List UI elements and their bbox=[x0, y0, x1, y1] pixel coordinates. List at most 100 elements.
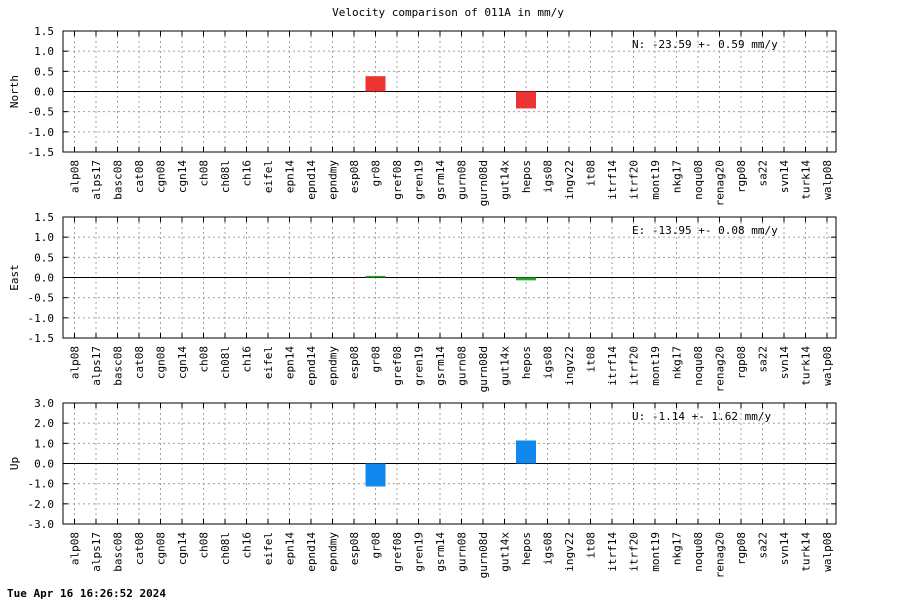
x-tick-label: gsrm14 bbox=[434, 160, 447, 200]
x-tick-label: ch16 bbox=[241, 532, 254, 559]
x-tick-label: itrf14 bbox=[606, 346, 619, 386]
x-tick-label: noqu08 bbox=[692, 160, 705, 200]
x-tick-label: cgn08 bbox=[155, 346, 168, 379]
y-tick-label: 0.5 bbox=[34, 65, 54, 78]
y-tick-label: 1.0 bbox=[34, 437, 54, 450]
x-tick-label: esp08 bbox=[348, 532, 361, 565]
velocity-annotation: U: -1.14 +- 1.62 mm/y bbox=[632, 410, 771, 423]
x-tick-label: basc08 bbox=[112, 346, 125, 386]
x-tick-label: cgn08 bbox=[155, 532, 168, 565]
x-tick-label: alp08 bbox=[69, 160, 82, 193]
x-tick-label: gr08 bbox=[370, 532, 383, 559]
velocity-annotation: E: -13.95 +- 0.08 mm/y bbox=[632, 224, 778, 237]
x-tick-label: noqu08 bbox=[692, 532, 705, 572]
x-tick-label: cat08 bbox=[133, 346, 146, 379]
bar-gr08 bbox=[365, 275, 386, 278]
x-tick-label: eifel bbox=[262, 532, 275, 565]
y-axis-label: North bbox=[8, 75, 21, 108]
y-tick-label: 0.0 bbox=[34, 86, 54, 99]
x-tick-label: hepos bbox=[520, 346, 533, 379]
x-tick-label: ch16 bbox=[241, 160, 254, 187]
y-tick-label: 1.5 bbox=[34, 25, 54, 38]
x-tick-label: igs08 bbox=[542, 160, 555, 193]
x-tick-label: itrf20 bbox=[628, 532, 641, 572]
x-tick-label: gref08 bbox=[391, 532, 404, 572]
y-tick-label: 1.5 bbox=[34, 211, 54, 224]
x-tick-label: gurn08d bbox=[477, 532, 490, 578]
x-tick-label: ingv22 bbox=[563, 532, 576, 572]
x-tick-label: walp08 bbox=[821, 346, 834, 386]
x-tick-label: ch08l bbox=[219, 160, 232, 193]
x-tick-label: rgp08 bbox=[735, 346, 748, 379]
x-tick-label: hepos bbox=[520, 532, 533, 565]
x-tick-label: igs08 bbox=[542, 346, 555, 379]
x-tick-label: ch08 bbox=[198, 532, 211, 559]
x-tick-label: gren19 bbox=[413, 160, 426, 200]
y-tick-label: -0.5 bbox=[28, 292, 55, 305]
x-tick-label: gurn08 bbox=[456, 346, 469, 386]
x-tick-label: sa22 bbox=[757, 532, 770, 559]
x-tick-label: renag20 bbox=[714, 346, 727, 392]
x-tick-label: gref08 bbox=[391, 160, 404, 200]
bar-hepos bbox=[516, 91, 536, 109]
x-tick-label: ingv22 bbox=[563, 160, 576, 200]
x-tick-label: gurn08 bbox=[456, 160, 469, 200]
x-tick-label: svn14 bbox=[778, 160, 791, 193]
x-tick-label: ch08l bbox=[219, 532, 232, 565]
x-tick-label: itrf20 bbox=[628, 160, 641, 200]
x-tick-label: it08 bbox=[585, 346, 598, 373]
x-tick-label: mont19 bbox=[649, 532, 662, 572]
x-tick-label: gsrm14 bbox=[434, 346, 447, 386]
y-tick-label: -1.5 bbox=[28, 332, 55, 345]
x-tick-label: mont19 bbox=[649, 160, 662, 200]
x-tick-label: gurn08 bbox=[456, 532, 469, 572]
x-tick-label: alp08 bbox=[69, 346, 82, 379]
x-tick-label: epndmy bbox=[327, 532, 340, 572]
y-tick-label: -1.0 bbox=[28, 312, 55, 325]
y-tick-label: 1.0 bbox=[34, 231, 54, 244]
x-tick-label: gren19 bbox=[413, 346, 426, 386]
x-tick-label: sa22 bbox=[757, 346, 770, 373]
x-tick-label: esp08 bbox=[348, 346, 361, 379]
x-tick-label: ch08l bbox=[219, 346, 232, 379]
x-tick-label: esp08 bbox=[348, 160, 361, 193]
x-tick-label: cgn08 bbox=[155, 160, 168, 193]
x-tick-label: epn14 bbox=[284, 160, 297, 193]
bar-gr08 bbox=[365, 463, 386, 487]
y-tick-label: -3.0 bbox=[28, 518, 55, 531]
x-tick-label: noqu08 bbox=[692, 346, 705, 386]
x-tick-label: it08 bbox=[585, 532, 598, 559]
y-tick-label: 1.0 bbox=[34, 45, 54, 58]
panel-north: -1.5 -1.0 -0.5 0.0 0.5 1.0 1.5 alp08 alps17 basc0… bbox=[8, 25, 837, 206]
x-tick-label: nkg17 bbox=[671, 160, 684, 193]
x-tick-label: epn14 bbox=[284, 346, 297, 379]
y-tick-label: 0.0 bbox=[34, 458, 54, 471]
x-tick-label: gref08 bbox=[391, 346, 404, 386]
bar-gr08 bbox=[365, 76, 386, 92]
x-tick-label: rgp08 bbox=[735, 532, 748, 565]
x-tick-label: renag20 bbox=[714, 532, 727, 578]
x-tick-label: cgn14 bbox=[176, 532, 189, 565]
x-tick-label: svn14 bbox=[778, 346, 791, 379]
x-tick-label: nkg17 bbox=[671, 346, 684, 379]
x-tick-label: cat08 bbox=[133, 160, 146, 193]
x-tick-label: epndmy bbox=[327, 160, 340, 200]
x-tick-label: gut14x bbox=[499, 346, 512, 386]
x-tick-label: walp08 bbox=[821, 532, 834, 572]
panel-up: -3.0 -2.0 -1.0 0.0 1.0 2.0 3.0 alp08 alps17 basc0… bbox=[8, 397, 837, 578]
y-tick-label: -2.0 bbox=[28, 498, 55, 511]
x-tick-label: gr08 bbox=[370, 346, 383, 373]
y-tick-label: 0.5 bbox=[34, 251, 54, 264]
x-tick-label: eifel bbox=[262, 346, 275, 379]
x-tick-label: rgp08 bbox=[735, 160, 748, 193]
x-tick-label: cgn14 bbox=[176, 160, 189, 193]
y-tick-label: 2.0 bbox=[34, 417, 54, 430]
y-axis-label: East bbox=[8, 264, 21, 291]
x-tick-label: epnd14 bbox=[305, 532, 318, 572]
x-tick-label: epn14 bbox=[284, 532, 297, 565]
x-tick-label: it08 bbox=[585, 160, 598, 187]
x-tick-label: igs08 bbox=[542, 532, 555, 565]
x-tick-label: ingv22 bbox=[563, 346, 576, 386]
x-tick-label: epnd14 bbox=[305, 160, 318, 200]
x-tick-label: turk14 bbox=[800, 346, 813, 386]
